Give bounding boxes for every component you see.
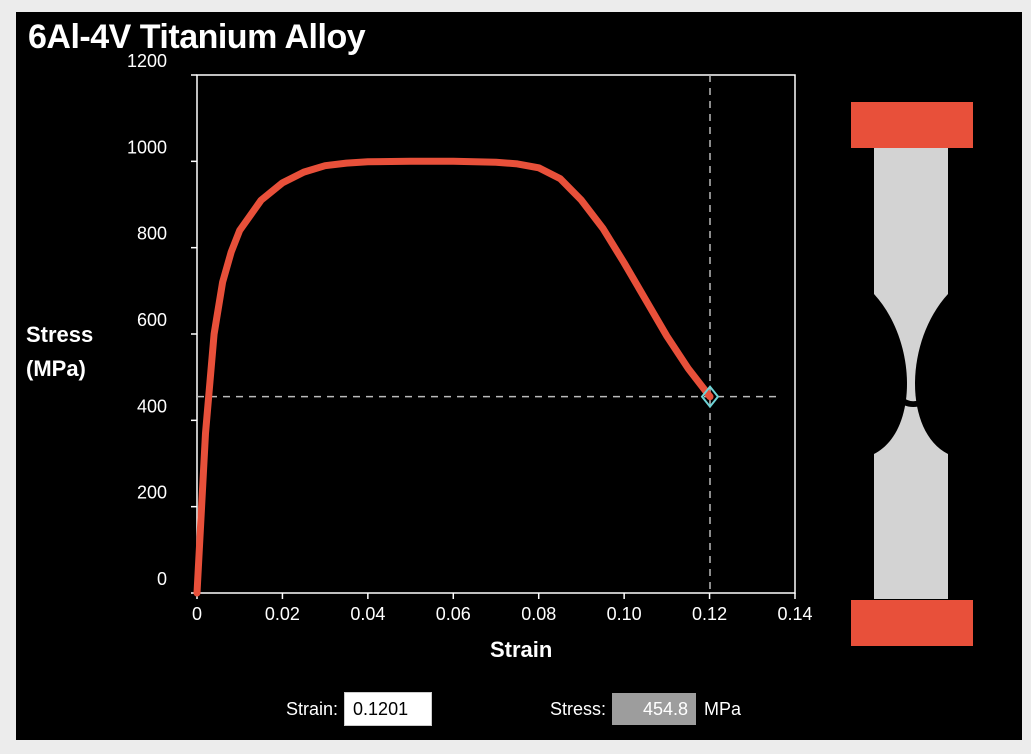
y-tick-label: 1200 [127,51,167,71]
y-tick-label: 200 [137,483,167,503]
x-tick-label: 0.12 [692,604,727,624]
y-tick-label: 0 [157,569,167,589]
x-tick-label: 0.10 [607,604,642,624]
x-tick-label: 0.14 [777,604,812,624]
test-specimen [851,102,973,646]
data-marker-handle[interactable] [700,385,720,409]
stress-unit: MPa [704,698,742,719]
x-tick-label: 0 [192,604,202,624]
simulation-panel: 6Al-4V Titanium Alloy 0 200 400 600 800 1000 1… [16,12,1022,740]
y-tick-label: 600 [137,310,167,330]
specimen-fracture [891,384,934,407]
top-grip [851,102,973,148]
stress-value: 454.8 [612,693,697,725]
y-tick-label: 800 [137,224,167,244]
stress-strain-chart[interactable]: 0 200 400 600 800 1000 1200 0 0.02 0.04 0.06 0.08 0.… [16,12,1022,740]
y-tick-label: 400 [137,396,167,416]
y-axis-label-line1: Stress [26,322,94,347]
strain-input[interactable]: 0.1201 [344,692,433,726]
x-tick-label: 0.06 [436,604,471,624]
page-title: 6Al-4V Titanium Alloy [28,18,366,56]
specimen-neck-left [874,294,907,454]
x-tick-label: 0.04 [350,604,385,624]
strain-readout: Strain: 0.1201 [286,692,433,726]
plot-frame [196,74,796,594]
stress-strain-curve [193,157,714,597]
stress-readout: Stress: 454.8 MPa [550,692,741,726]
y-axis-label: Stress (MPa) [26,318,93,386]
x-tick-label: 0.08 [521,604,556,624]
strain-label: Strain: [286,698,339,719]
x-axis-label: Strain [490,637,553,662]
y-tick-label: 1000 [127,137,167,157]
bottom-grip [851,600,973,646]
y-axis-label-line2: (MPa) [26,356,86,381]
stress-label: Stress: [550,698,607,719]
specimen-neck-right [915,294,948,454]
x-tick-label: 0.02 [265,604,300,624]
